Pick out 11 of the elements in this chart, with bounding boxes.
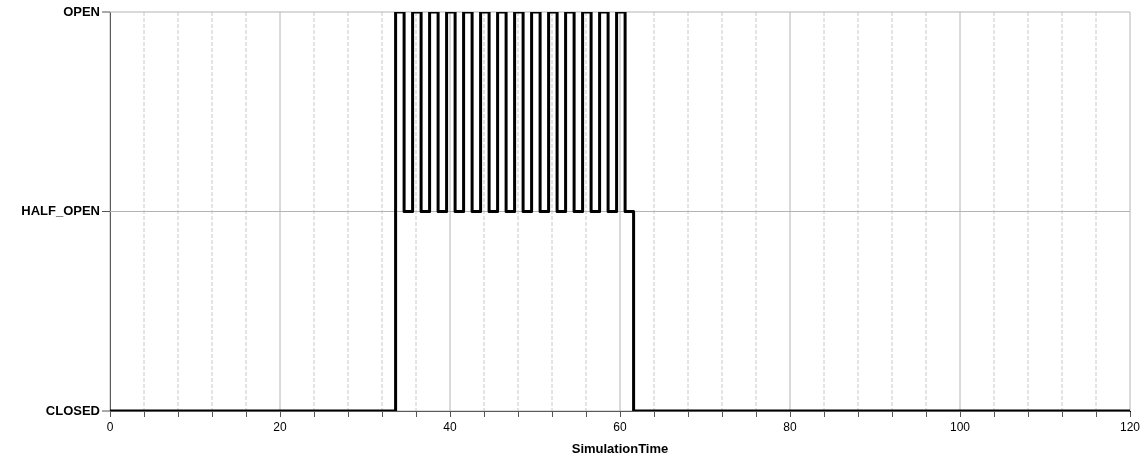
x-tick-label: 120 <box>1119 419 1141 434</box>
text: OPEN <box>63 3 100 19</box>
text: CLOSED <box>45 402 100 418</box>
x-tick-label: 60 <box>613 419 627 434</box>
x-tick-label: 20 <box>273 419 287 434</box>
x-tick-label: 40 <box>443 419 457 434</box>
text: HALF_OPEN <box>21 203 100 219</box>
x-axis-title: SimulationTime <box>571 440 669 456</box>
x-tick-label: 0 <box>106 419 114 434</box>
x-tick-label: 100 <box>949 419 971 434</box>
x-tick-label: 80 <box>783 419 797 434</box>
